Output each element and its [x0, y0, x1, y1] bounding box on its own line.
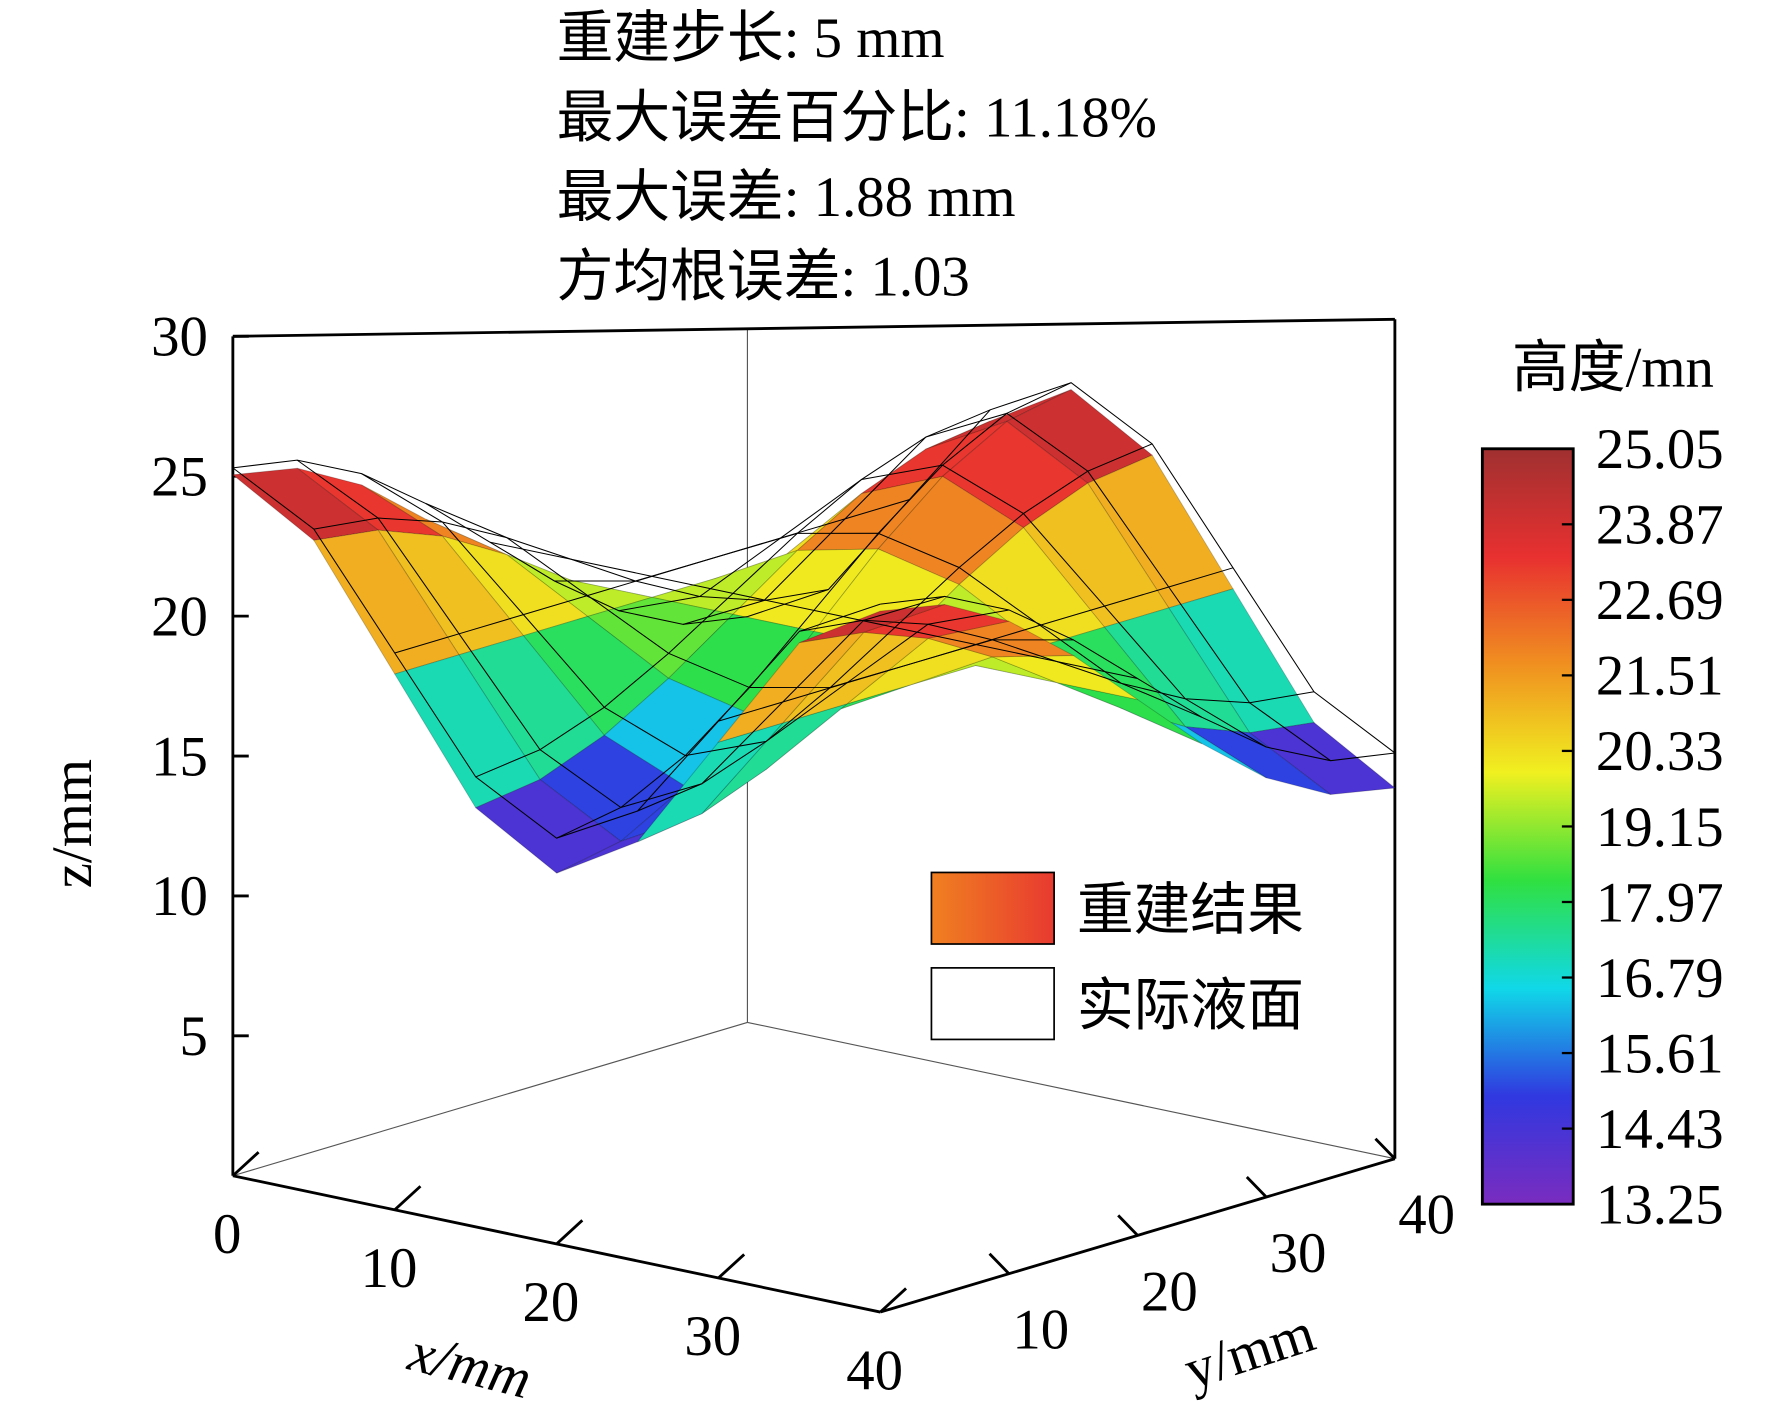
back-edge	[232, 1021, 748, 1177]
x-tick	[555, 1219, 584, 1245]
y-axis	[879, 1157, 1396, 1314]
annotation: 最大误差: 1.88 mm	[557, 166, 1016, 229]
wireframe-line	[747, 382, 1396, 754]
z-tick-label: 20	[151, 585, 208, 648]
axes-box: 5 10 15 20 25 30 0 10 20 30 40 10 20 30 40	[151, 306, 1455, 1403]
wireframe-line	[682, 412, 1331, 762]
y-tick	[1117, 1214, 1139, 1237]
surface-layer	[231, 389, 1397, 874]
wireframe-line	[232, 467, 881, 839]
x-tick-label: 10	[361, 1237, 418, 1300]
colorbar-tick-label: 14.43	[1596, 1098, 1724, 1161]
y-axis-label: y/mm	[1177, 1301, 1322, 1402]
colorbar-tick-label: 13.25	[1596, 1173, 1724, 1236]
wireframe-line	[296, 459, 945, 809]
x-axis	[232, 1174, 881, 1314]
y-tick-label: 40	[1398, 1184, 1455, 1247]
x-axis-label: x/mm	[402, 1320, 538, 1411]
z-tick-label: 15	[151, 725, 208, 788]
wireframe-line	[554, 532, 1203, 718]
x-tick	[879, 1287, 908, 1314]
z-tick-label: 30	[151, 306, 208, 369]
z-tick-label: 10	[151, 865, 208, 928]
y-tick	[1245, 1176, 1268, 1199]
colorbar-title: 高度/mn	[1512, 336, 1714, 399]
wireframe-line	[490, 541, 1138, 680]
annotation: 最大误差百分比: 11.18%	[557, 86, 1157, 149]
annotation: 重建步长: 5 mm	[557, 7, 945, 70]
z-tick-label: 5	[179, 1005, 207, 1068]
z-tick-label: 25	[151, 446, 208, 509]
colorbar-tick-label: 23.87	[1596, 494, 1724, 557]
x-tick-label: 0	[213, 1203, 241, 1266]
colorbar-tick-label: 17.97	[1596, 871, 1724, 934]
legend-swatch	[930, 871, 1055, 945]
colorbar-tick-label: 21.51	[1596, 645, 1724, 708]
legend-swatch	[930, 967, 1055, 1041]
surface-patch	[992, 655, 1138, 701]
wireframe-line	[425, 503, 1074, 689]
colorbar-tick-label: 19.15	[1596, 796, 1724, 859]
y-tick	[988, 1252, 1010, 1275]
back-edge	[747, 1021, 1395, 1160]
legend: 重建结果 实际液面	[930, 871, 1304, 1041]
x-tick	[231, 1151, 260, 1177]
colorbar-tick-label: 20.33	[1596, 720, 1724, 783]
x-tick	[393, 1185, 422, 1211]
y-tick	[1374, 1137, 1396, 1160]
y-tick-label: 10	[1012, 1299, 1069, 1362]
x-tick-label: 40	[846, 1339, 903, 1402]
surface-patch	[863, 604, 1010, 639]
colorbar-tick-label: 16.79	[1596, 947, 1724, 1010]
annotation: 方均根误差: 1.03	[557, 245, 970, 308]
wireframe-line	[880, 595, 1395, 762]
z-axis-label: z/mm	[41, 759, 104, 888]
wireframe-line	[361, 473, 1010, 757]
y-tick-label: 30	[1270, 1222, 1327, 1285]
box-edge	[232, 317, 1395, 338]
colorbar-tick-label: 22.69	[1596, 569, 1724, 632]
wireframe-line	[618, 464, 1267, 748]
colorbar	[1480, 447, 1575, 1206]
colorbar-group: 13.25 14.43 15.61 16.79 17.97 19.15 20.33 21.51…	[1480, 418, 1724, 1236]
x-tick-label: 20	[523, 1271, 580, 1334]
colorbar-tick-label: 15.61	[1596, 1022, 1724, 1085]
legend-label: 实际液面	[1077, 975, 1304, 1038]
x-tick-label: 30	[684, 1305, 741, 1368]
legend-label: 重建结果	[1077, 879, 1304, 942]
colorbar-tick-label: 25.05	[1596, 418, 1724, 481]
y-tick-label: 20	[1141, 1260, 1198, 1323]
x-tick	[717, 1253, 746, 1280]
wireframe-layer	[232, 382, 1396, 839]
